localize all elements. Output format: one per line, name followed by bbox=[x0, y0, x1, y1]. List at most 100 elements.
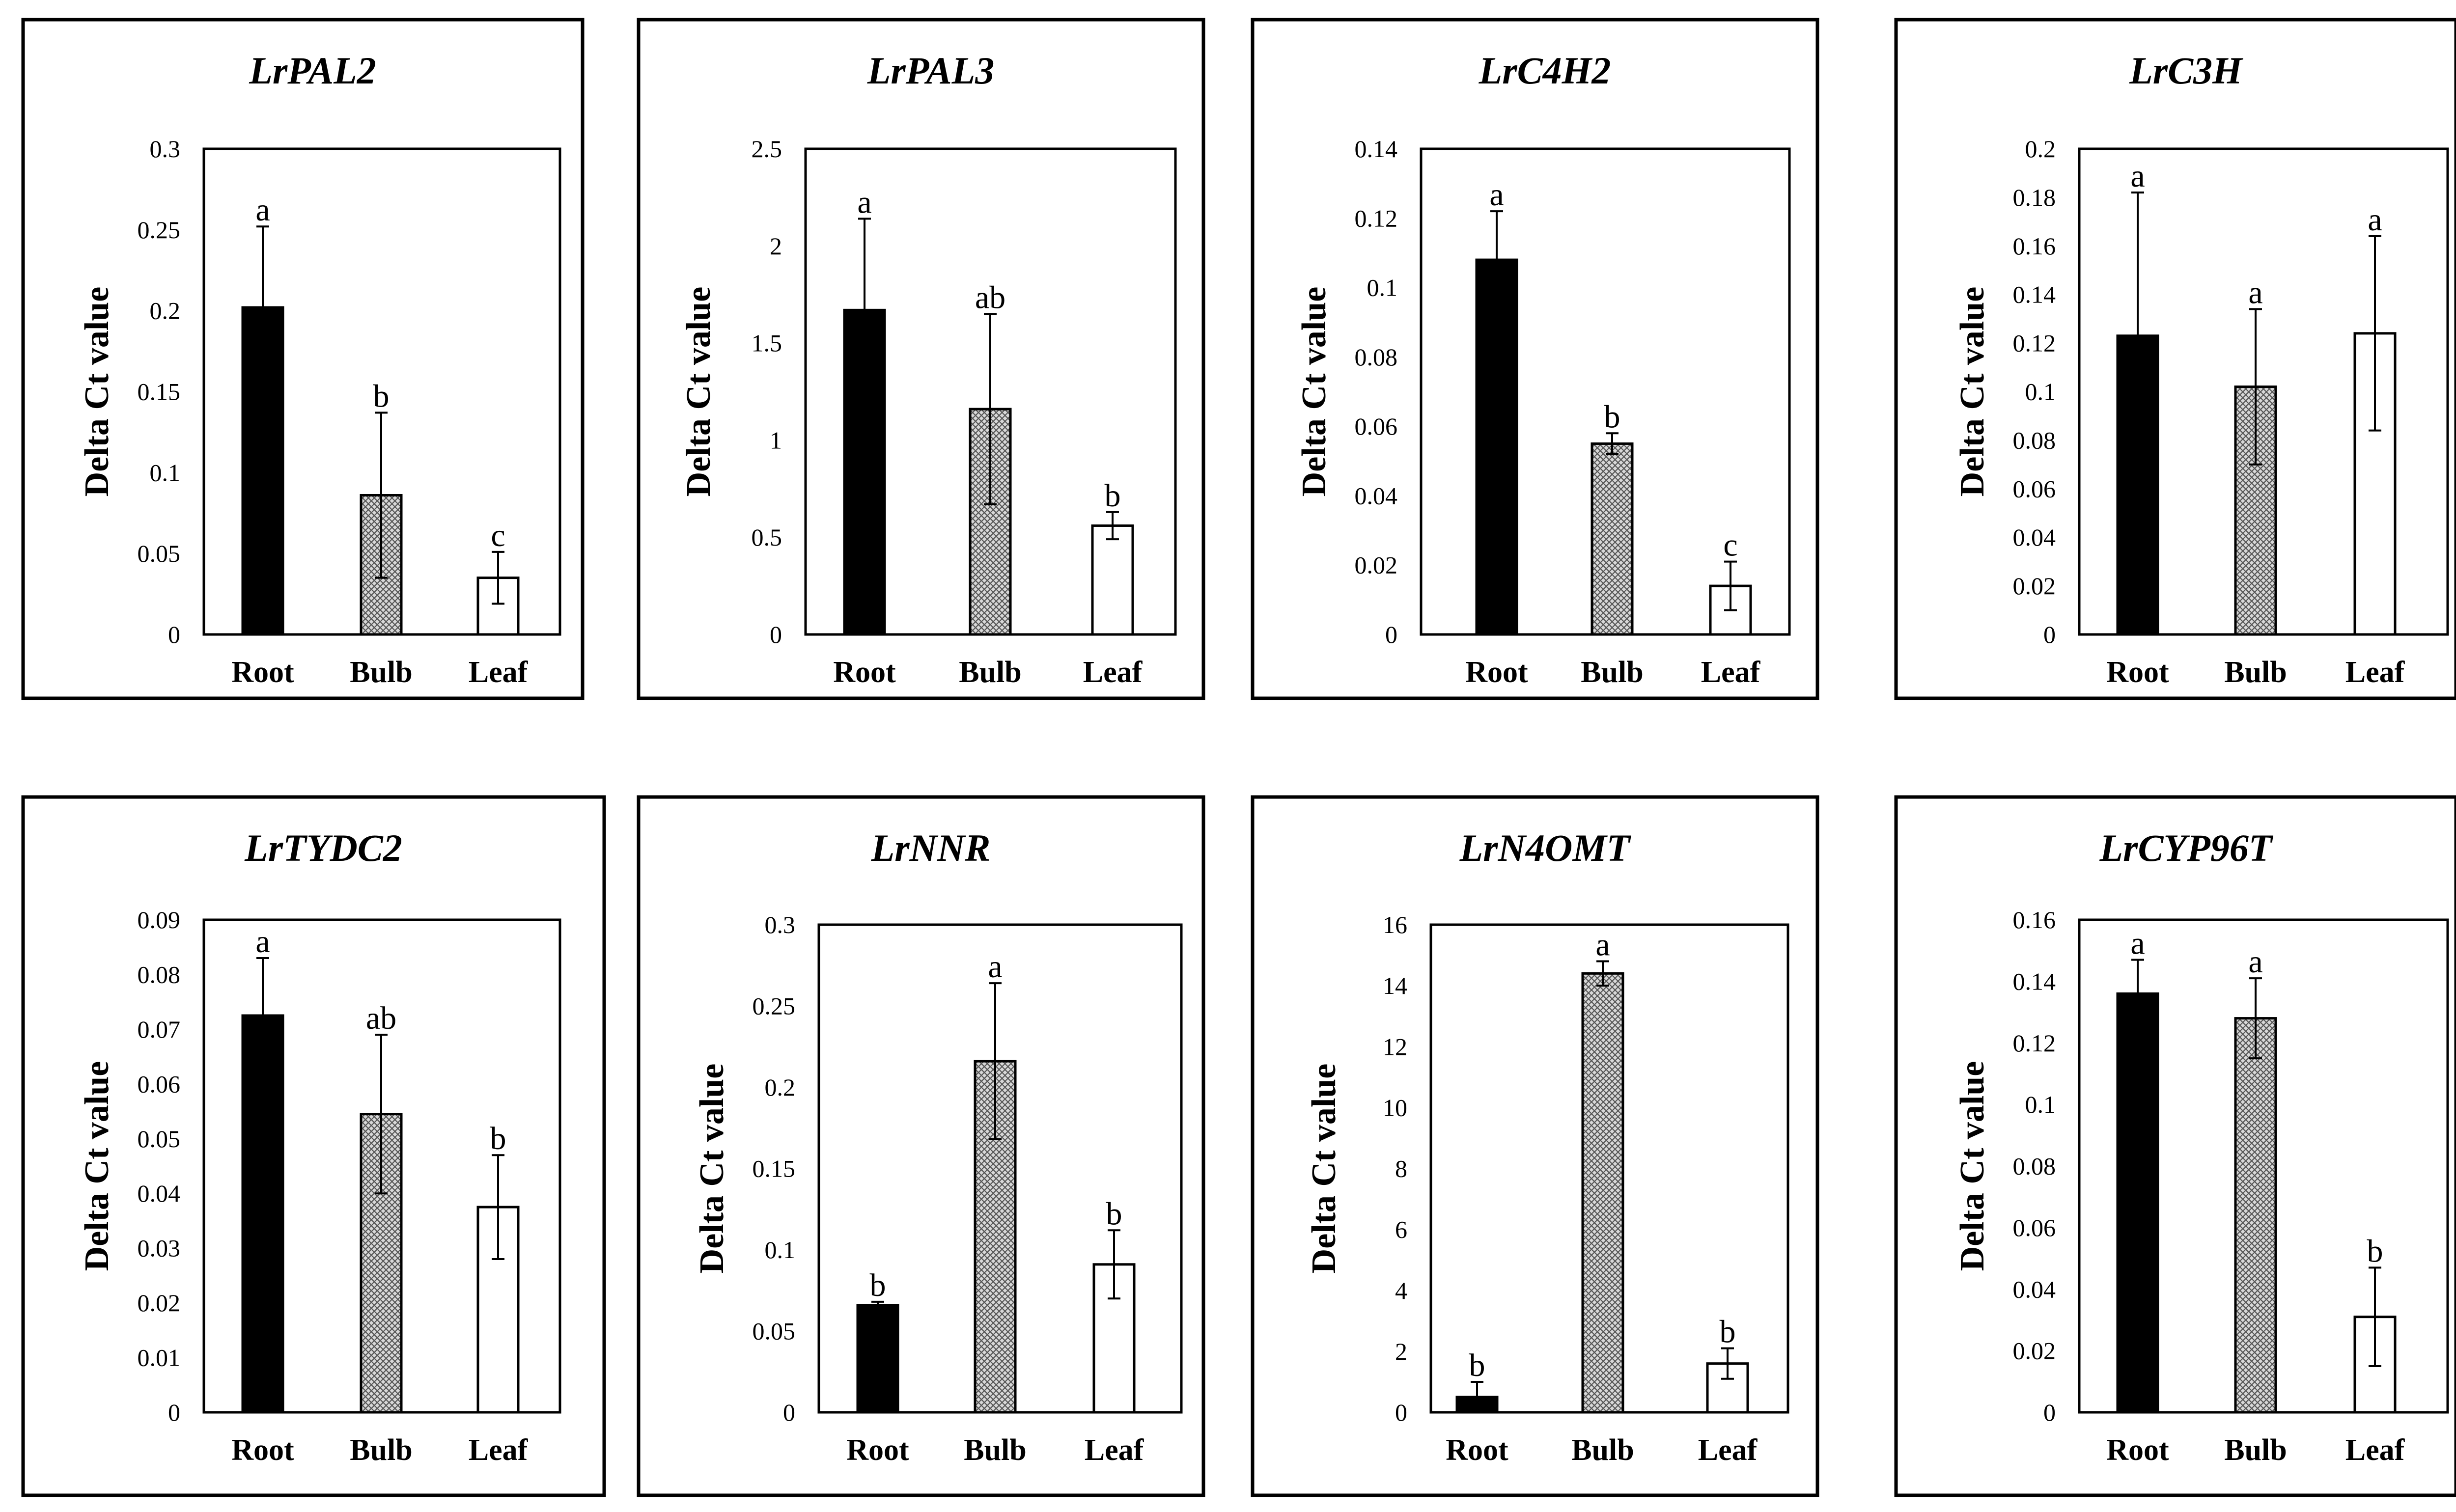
x-category-label: Bulb bbox=[1571, 1433, 1634, 1467]
significance-letter: b bbox=[870, 1267, 886, 1303]
chart-title: LrPAL3 bbox=[867, 49, 995, 92]
y-tick-label: 0.14 bbox=[1355, 135, 1398, 163]
y-tick-label: 0.04 bbox=[2013, 1275, 2056, 1303]
y-tick-label: 0.1 bbox=[2025, 1091, 2056, 1118]
x-category-label: Leaf bbox=[469, 1433, 529, 1467]
chart-panel-lrc3h: LrC3H Delta Ct value 0 0.02 0.04 0.06 0.08 0.1 0… bbox=[1894, 18, 2456, 700]
plot-area bbox=[804, 147, 1177, 636]
y-tick-label: 0.02 bbox=[1355, 551, 1398, 579]
x-category-label: Root bbox=[1446, 1433, 1508, 1467]
y-tick-label: 0 bbox=[783, 1399, 795, 1426]
chart-panel-lrpal2: LrPAL2 Delta Ct value 0 0.05 0.1 0.15 0.2 0.25 0… bbox=[21, 18, 585, 700]
y-tick-label: 0.25 bbox=[138, 216, 181, 244]
y-tick-label: 0.1 bbox=[765, 1236, 796, 1264]
y-tick-label: 10 bbox=[1383, 1094, 1407, 1121]
significance-letter: b bbox=[373, 378, 390, 414]
y-tick-label: 6 bbox=[1395, 1216, 1407, 1243]
significance-letter: a bbox=[857, 184, 871, 220]
y-tick-label: 0 bbox=[770, 621, 782, 648]
y-axis-title: Delta Ct value bbox=[680, 287, 718, 497]
significance-letter: ab bbox=[366, 1000, 396, 1036]
y-tick-label: 0.5 bbox=[752, 523, 782, 551]
significance-letter: a bbox=[2248, 944, 2262, 980]
plot-area bbox=[202, 147, 561, 636]
significance-letter: a bbox=[2130, 158, 2145, 194]
significance-letter: a bbox=[2248, 275, 2262, 310]
y-tick-label: 0.16 bbox=[2013, 232, 2056, 260]
plot-area bbox=[1420, 147, 1791, 636]
significance-letter: b bbox=[1106, 1196, 1122, 1232]
significance-letter: c bbox=[1723, 527, 1737, 563]
y-tick-label: 0 bbox=[1385, 621, 1397, 648]
bar-root bbox=[1475, 258, 1518, 636]
y-tick-label: 0.3 bbox=[150, 135, 181, 163]
y-tick-label: 0.08 bbox=[2013, 426, 2056, 454]
significance-letter: b bbox=[1469, 1347, 1485, 1383]
significance-letter: b bbox=[1720, 1314, 1736, 1350]
x-category-label: Bulb bbox=[2224, 656, 2287, 689]
y-axis-title: Delta Ct value bbox=[1954, 1061, 1991, 1271]
x-category-label: Root bbox=[1465, 656, 1528, 689]
y-tick-label: 0.09 bbox=[138, 906, 181, 934]
y-tick-label: 0.02 bbox=[138, 1289, 181, 1317]
x-category-label: Bulb bbox=[350, 1433, 413, 1467]
x-category-label: Root bbox=[231, 656, 294, 689]
y-tick-label: 4 bbox=[1395, 1277, 1407, 1304]
x-category-label: Root bbox=[2106, 1433, 2169, 1467]
y-tick-label: 16 bbox=[1383, 911, 1407, 938]
chart-title: LrPAL2 bbox=[249, 49, 376, 92]
significance-letter: a bbox=[255, 192, 270, 228]
plot-area bbox=[1429, 923, 1789, 1414]
y-tick-label: 2 bbox=[1395, 1338, 1407, 1365]
y-tick-label: 0.05 bbox=[753, 1318, 796, 1345]
y-tick-label: 0.02 bbox=[2013, 572, 2056, 600]
y-tick-label: 0.03 bbox=[138, 1235, 181, 1262]
y-tick-label: 0.12 bbox=[2013, 1029, 2056, 1057]
y-tick-label: 0.08 bbox=[2013, 1153, 2056, 1180]
y-tick-label: 0.14 bbox=[2013, 967, 2056, 995]
y-axis-title: Delta Ct value bbox=[78, 1061, 116, 1271]
x-category-label: Root bbox=[846, 1433, 909, 1467]
x-category-label: Bulb bbox=[959, 656, 1022, 689]
significance-letter: ab bbox=[975, 279, 1005, 315]
chart-title: LrCYP96T bbox=[2099, 826, 2274, 869]
significance-letter: b bbox=[1604, 399, 1620, 435]
y-tick-label: 0 bbox=[168, 1399, 180, 1426]
y-tick-label: 0.05 bbox=[138, 1125, 181, 1153]
y-tick-label: 0.2 bbox=[2025, 135, 2056, 163]
y-tick-label: 0.2 bbox=[150, 297, 181, 325]
y-tick-label: 0 bbox=[2043, 1399, 2056, 1426]
chart-title: LrN4OMT bbox=[1459, 826, 1632, 869]
chart-title: LrC4H2 bbox=[1479, 49, 1611, 92]
chart-panel-lrtydc2: LrTYDC2 Delta Ct value 0 0.01 0.02 0.03 0.04 0.… bbox=[21, 795, 606, 1497]
y-axis-title: Delta Ct value bbox=[1954, 287, 1991, 497]
chart-panel-lrnnr: LrNNR Delta Ct value 0 0.05 0.1 0.15 0.2 0.25 0.… bbox=[637, 795, 1205, 1497]
x-category-label: Root bbox=[231, 1433, 294, 1467]
x-category-label: Leaf bbox=[2345, 1433, 2405, 1467]
y-axis-title: Delta Ct value bbox=[1295, 287, 1333, 497]
plot-area bbox=[2078, 918, 2449, 1414]
y-tick-label: 0 bbox=[1395, 1399, 1407, 1426]
y-tick-label: 0.25 bbox=[753, 992, 796, 1020]
y-tick-label: 0.04 bbox=[2013, 523, 2056, 551]
y-tick-label: 0.15 bbox=[138, 378, 181, 406]
y-tick-label: 0.15 bbox=[753, 1155, 796, 1182]
x-category-label: Leaf bbox=[1698, 1433, 1758, 1467]
y-tick-label: 0.1 bbox=[2025, 378, 2056, 406]
plot-area bbox=[817, 923, 1183, 1414]
bar-leaf bbox=[1091, 524, 1134, 636]
bar-bulb bbox=[1591, 442, 1634, 636]
y-tick-label: 12 bbox=[1383, 1033, 1407, 1060]
y-tick-label: 0.06 bbox=[1355, 412, 1398, 440]
chart-title: LrNNR bbox=[871, 826, 991, 869]
y-tick-label: 0.02 bbox=[2013, 1337, 2056, 1365]
y-tick-label: 0.18 bbox=[2013, 184, 2056, 211]
y-tick-label: 0.06 bbox=[138, 1070, 181, 1098]
chart-title: LrTYDC2 bbox=[244, 826, 402, 869]
y-tick-label: 0 bbox=[168, 621, 180, 648]
y-axis-title: Delta Ct value bbox=[693, 1064, 731, 1274]
y-tick-label: 1.5 bbox=[752, 330, 782, 357]
y-tick-label: 2.5 bbox=[752, 135, 782, 163]
x-category-label: Leaf bbox=[1701, 656, 1761, 689]
